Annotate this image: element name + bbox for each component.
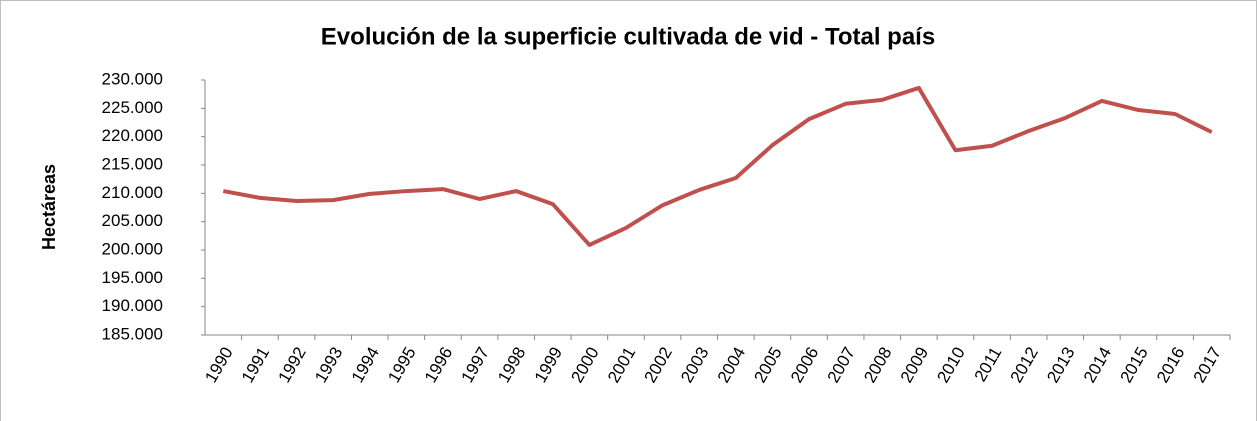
x-tick-label: 1993 xyxy=(311,344,346,386)
x-tick-label: 1996 xyxy=(421,344,456,386)
x-tick-label: 2005 xyxy=(750,344,785,386)
x-tick-label: 2012 xyxy=(1007,344,1042,386)
y-axis-label: Hectáreas xyxy=(39,164,59,250)
x-tick-label: 2017 xyxy=(1190,344,1225,386)
y-tick-label: 215.000 xyxy=(102,154,163,173)
x-tick-label: 2008 xyxy=(860,344,895,386)
y-tick-label: 185.000 xyxy=(102,324,163,343)
y-tick-label: 190.000 xyxy=(102,296,163,315)
x-tick-label: 2014 xyxy=(1080,344,1115,386)
y-tick-label: 230.000 xyxy=(102,69,163,88)
x-tick-label: 2016 xyxy=(1153,344,1188,386)
x-tick-label: 1997 xyxy=(458,344,493,386)
x-tick-label: 2011 xyxy=(971,344,1006,385)
x-tick-label: 2009 xyxy=(897,344,932,386)
x-tick-label: 2003 xyxy=(677,344,712,386)
x-tick-label: 2000 xyxy=(567,344,602,386)
x-tick-label: 2004 xyxy=(714,344,749,386)
x-tick-label: 2006 xyxy=(787,344,822,386)
x-tick-label: 1998 xyxy=(494,344,529,386)
y-tick-label: 225.000 xyxy=(102,98,163,117)
x-tick-label: 2002 xyxy=(641,344,676,386)
x-tick-label: 1992 xyxy=(274,344,309,386)
y-tick-label: 195.000 xyxy=(102,268,163,287)
x-tick-label: 2015 xyxy=(1116,344,1151,386)
y-tick-label: 210.000 xyxy=(102,183,163,202)
x-tick-label: 2007 xyxy=(824,344,859,386)
x-tick-label: 1994 xyxy=(348,344,383,386)
x-tick-label: 1991 xyxy=(238,344,273,386)
x-tick-label: 1995 xyxy=(384,344,419,386)
x-tick-label: 2013 xyxy=(1043,344,1078,386)
x-tick-label: 2010 xyxy=(933,344,968,386)
y-tick-label: 220.000 xyxy=(102,126,163,145)
y-tick-label: 200.000 xyxy=(102,239,163,258)
line-series xyxy=(222,85,1213,247)
x-tick-label: 1999 xyxy=(531,344,566,386)
x-tick-label: 1990 xyxy=(201,344,236,386)
x-tick-label: 2001 xyxy=(604,344,639,386)
y-tick-label: 205.000 xyxy=(102,211,163,230)
chart-title: Evolución de la superficie cultivada de … xyxy=(321,23,935,50)
